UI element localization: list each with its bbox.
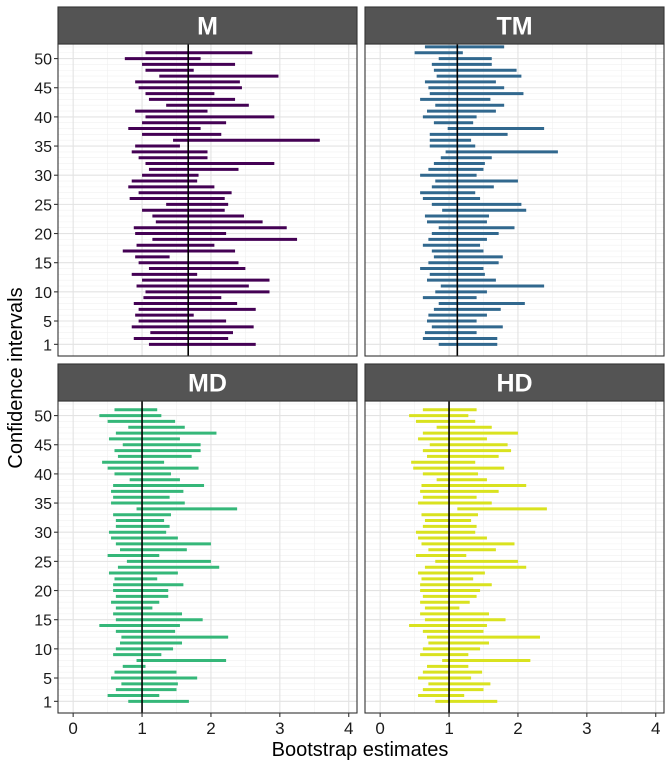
x-tick-label: 1	[137, 719, 146, 738]
strip-header	[57, 6, 358, 45]
y-tick-label: 15	[34, 613, 52, 630]
x-tick-label: 2	[513, 719, 522, 738]
strip-header	[364, 6, 665, 45]
y-tick-label: 35	[34, 496, 52, 513]
strip-header	[364, 363, 665, 402]
x-tick-label: 0	[375, 719, 384, 738]
strip-label: TM	[496, 13, 532, 41]
y-tick-label: 30	[34, 525, 52, 542]
y-tick-label: 45	[34, 438, 52, 455]
y-tick-label: 25	[34, 554, 52, 571]
y-tick-label: 5	[43, 314, 52, 331]
y-tick-label: 45	[34, 81, 52, 98]
y-tick-label: 50	[34, 409, 52, 426]
y-tick-label: 15	[34, 256, 52, 273]
x-tick-label: 0	[68, 719, 77, 738]
x-tick-label: 3	[275, 719, 284, 738]
panel-tm: TM	[364, 6, 665, 357]
strip-label: HD	[496, 370, 532, 398]
y-tick-label: 1	[43, 694, 52, 711]
y-tick-label: 40	[34, 110, 52, 127]
x-axis-title: Bootstrap estimates	[272, 739, 449, 761]
y-tick-label: 20	[34, 584, 52, 601]
y-tick-label: 40	[34, 467, 52, 484]
panels: M15101520253035404550TMMD151015202530354…	[34, 6, 665, 738]
y-tick-label: 10	[34, 642, 52, 659]
strip-label: M	[197, 13, 218, 41]
strip-header	[57, 363, 358, 402]
y-tick-label: 50	[34, 52, 52, 69]
x-tick-label: 2	[206, 719, 215, 738]
x-tick-label: 1	[444, 719, 453, 738]
y-tick-label: 20	[34, 227, 52, 244]
x-tick-label: 3	[582, 719, 591, 738]
y-axis-title: Confidence intervals	[5, 287, 27, 468]
panel-hd: HD 0 1 2 3 4	[364, 363, 665, 738]
x-tick-label: 4	[344, 719, 353, 738]
y-tick-label: 30	[34, 168, 52, 185]
strip-label: MD	[188, 370, 227, 398]
x-tick-label: 4	[651, 719, 660, 738]
y-tick-label: 1	[43, 337, 52, 354]
y-tick-label: 10	[34, 285, 52, 302]
y-tick-label: 35	[34, 139, 52, 156]
y-tick-label: 5	[43, 671, 52, 688]
y-tick-label: 25	[34, 197, 52, 214]
